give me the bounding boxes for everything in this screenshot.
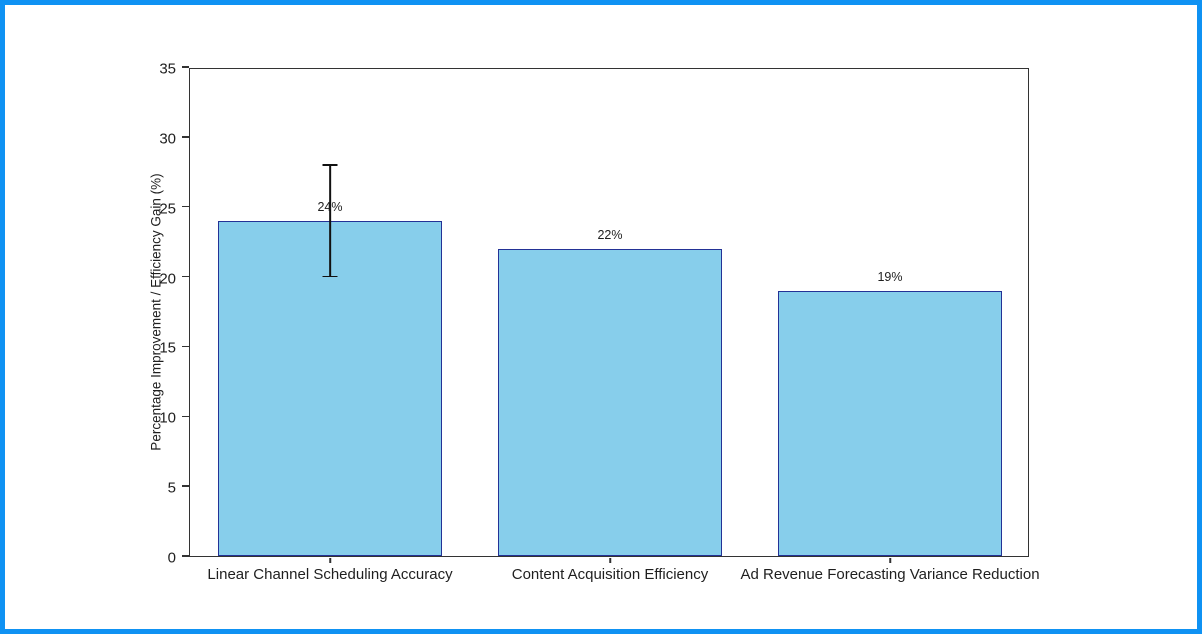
bar-value-label: 22% <box>597 227 623 242</box>
y-tick-label: 5 <box>167 479 176 497</box>
y-tick-label: 30 <box>159 130 176 148</box>
x-tick-label: Content Acquisition Efficiency <box>511 566 709 583</box>
x-tick-mark <box>609 558 611 563</box>
x-tick-mark <box>889 558 891 563</box>
error-bar-line <box>329 164 331 277</box>
error-bar-cap <box>322 163 338 166</box>
x-tick-label: Linear Channel Scheduling Accuracy <box>207 566 453 583</box>
y-tick-label: 10 <box>159 409 176 427</box>
y-tick-label: 25 <box>159 200 176 218</box>
y-tick-label: 15 <box>159 339 176 357</box>
x-tick-label: Ad Revenue Forecasting Variance Reductio… <box>740 566 1040 583</box>
error-bar-cap <box>322 275 338 278</box>
plot-area: 0 5 10 15 20 25 30 35 24% 22% 19% Linear Channel … <box>159 62 1039 584</box>
y-tick-mark <box>181 485 189 487</box>
bar-value-label: 19% <box>877 269 903 284</box>
y-tick-mark <box>181 555 189 557</box>
bar-3 <box>778 290 1002 556</box>
y-tick-mark <box>181 345 189 348</box>
y-tick-mark <box>181 66 189 68</box>
y-tick-label: 20 <box>159 270 176 288</box>
y-tick-mark <box>181 275 189 278</box>
bar-2 <box>498 248 722 556</box>
bar-value-label: 24% <box>317 199 343 214</box>
y-tick-mark <box>181 136 189 138</box>
y-tick-mark <box>181 415 189 418</box>
x-tick-mark <box>329 558 331 563</box>
y-tick-label: 0 <box>167 549 176 567</box>
y-tick-mark <box>181 205 189 208</box>
y-tick-label: 35 <box>159 60 176 78</box>
